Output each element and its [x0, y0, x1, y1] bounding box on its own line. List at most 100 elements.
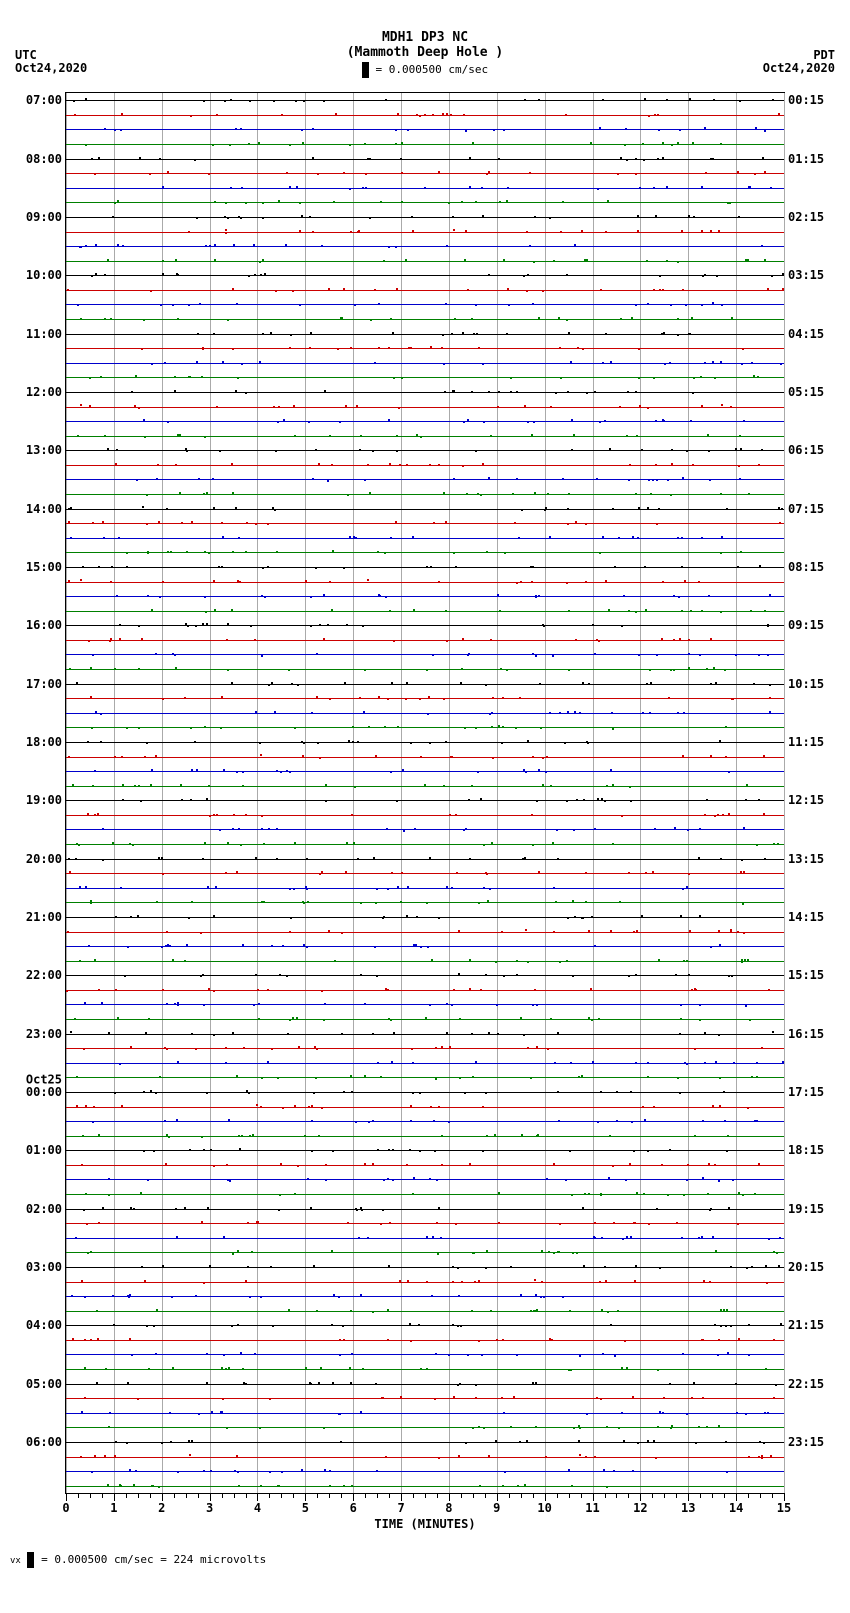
x-tick-minor: [557, 1493, 558, 1498]
trace-noise: [347, 494, 349, 496]
trace-noise: [232, 492, 234, 494]
trace-noise: [533, 261, 535, 263]
trace-noise: [748, 1324, 750, 1326]
trace-noise: [471, 318, 473, 320]
trace-line: [66, 902, 784, 903]
trace-noise: [301, 215, 303, 217]
trace-noise: [768, 1238, 770, 1240]
trace-noise: [343, 172, 345, 174]
trace-noise: [223, 1236, 225, 1238]
vgrid-line: [66, 93, 67, 1493]
trace-noise: [352, 726, 354, 728]
trace-noise: [392, 1149, 394, 1151]
trace-noise: [116, 449, 118, 451]
trace-noise: [235, 128, 237, 130]
x-tick-label: 8: [445, 1501, 452, 1515]
trace-noise: [84, 1002, 86, 1004]
trace-noise: [138, 668, 140, 670]
trace-noise: [213, 1034, 215, 1036]
trace-noise: [254, 1353, 256, 1355]
trace-noise: [174, 376, 176, 378]
trace-noise: [452, 1266, 454, 1268]
trace-noise: [341, 1033, 343, 1035]
trace-noise: [331, 1324, 333, 1326]
x-tick-minor: [437, 1493, 438, 1498]
trace-noise: [483, 421, 485, 423]
trace-noise: [465, 828, 467, 830]
trace-line: [66, 1121, 784, 1122]
trace-noise: [258, 142, 260, 144]
trace-noise: [701, 230, 703, 232]
trace-noise: [230, 187, 232, 189]
vgrid-line: [640, 93, 641, 1493]
trace-noise: [318, 1382, 320, 1384]
trace-noise: [395, 129, 397, 131]
trace-noise: [763, 1442, 765, 1444]
trace-noise: [79, 960, 81, 962]
trace-noise: [597, 1121, 599, 1123]
trace-noise: [188, 376, 190, 378]
trace-noise: [643, 1193, 645, 1195]
trace-noise: [325, 1179, 327, 1181]
trace-noise: [90, 667, 92, 669]
trace-noise: [387, 888, 389, 890]
trace-noise: [467, 1354, 469, 1356]
trace-noise: [503, 259, 505, 261]
trace-noise: [446, 245, 448, 247]
trace-noise: [95, 244, 97, 246]
trace-noise: [438, 1207, 440, 1209]
trace-noise: [763, 813, 765, 815]
trace-noise: [499, 201, 501, 203]
trace-noise: [314, 1046, 316, 1048]
trace-noise: [538, 769, 540, 771]
trace-line: [66, 1150, 784, 1151]
trace-noise: [501, 1397, 503, 1399]
trace-noise: [310, 332, 312, 334]
trace-noise: [606, 785, 608, 787]
trace-noise: [699, 654, 701, 656]
trace-noise: [647, 1150, 649, 1152]
trace-noise: [769, 697, 771, 699]
trace-line: [66, 1311, 784, 1312]
x-tick-label: 1: [110, 1501, 117, 1515]
trace-noise: [148, 1368, 150, 1370]
trace-noise: [209, 245, 211, 247]
trace-noise: [691, 989, 693, 991]
x-tick-label: 15: [777, 1501, 791, 1515]
trace-noise: [68, 521, 70, 523]
trace-noise: [262, 333, 264, 335]
trace-noise: [84, 1296, 86, 1298]
trace-noise: [261, 595, 263, 597]
trace-noise: [382, 1209, 384, 1211]
trace-noise: [576, 1252, 578, 1254]
trace-noise: [150, 290, 152, 292]
trace-noise: [311, 1150, 313, 1152]
trace-noise: [739, 435, 741, 437]
trace-noise: [535, 1294, 537, 1296]
left-time-label: 02:00: [26, 1202, 62, 1216]
trace-noise: [714, 377, 716, 379]
trace-noise: [374, 946, 376, 948]
trace-noise: [657, 1426, 659, 1428]
trace-noise: [767, 1412, 769, 1414]
trace-noise: [566, 800, 568, 802]
trace-line: [66, 1252, 784, 1253]
trace-noise: [750, 610, 752, 612]
right-time-label: 12:15: [788, 793, 824, 807]
trace-noise: [524, 99, 526, 101]
trace-noise: [645, 872, 647, 874]
trace-noise: [86, 1223, 88, 1225]
trace-line: [66, 436, 784, 437]
trace-noise: [754, 1193, 756, 1195]
trace-noise: [573, 434, 575, 436]
trace-noise: [777, 843, 779, 845]
right-time-label: 23:15: [788, 1435, 824, 1449]
trace-noise: [367, 464, 369, 466]
trace-noise: [375, 755, 377, 757]
trace-noise: [507, 288, 509, 290]
trace-noise: [720, 361, 722, 363]
trace-noise: [635, 304, 637, 306]
trace-noise: [373, 857, 375, 859]
trace-noise: [740, 871, 742, 873]
trace-noise: [524, 1484, 526, 1486]
